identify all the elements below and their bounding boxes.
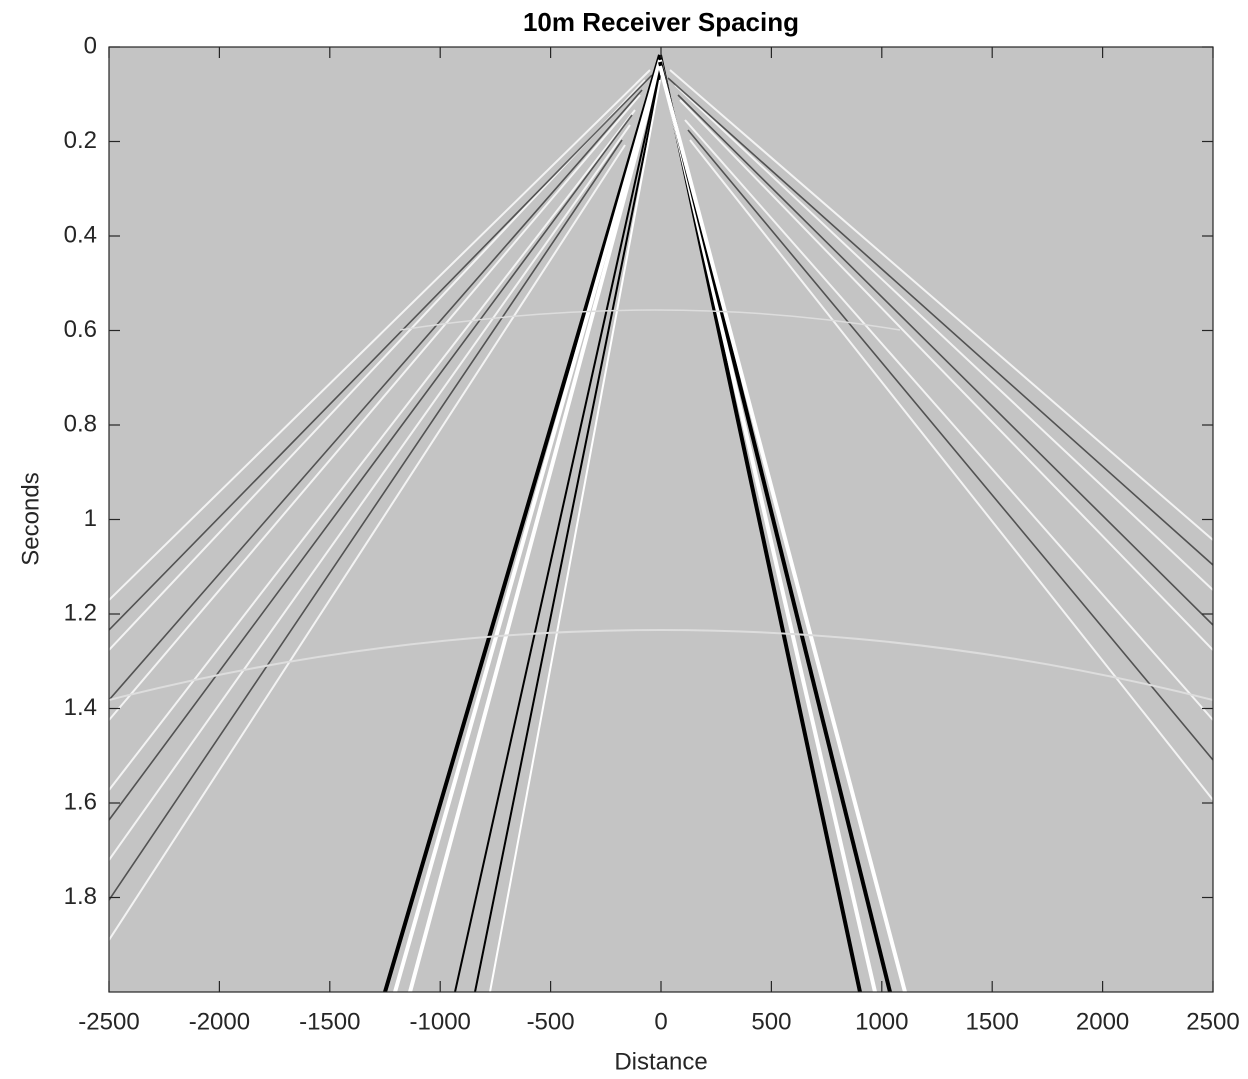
y-tick-label: 0.2 [64,127,97,154]
wavefield [109,54,1213,992]
x-axis-label: Distance [614,1048,707,1075]
y-tick-label: 1.2 [64,599,97,626]
y-tick-label: 0 [84,32,97,59]
x-tick-label: -500 [527,1008,575,1035]
x-tick-label: 0 [654,1008,667,1035]
x-tick-label: -1500 [299,1008,360,1035]
image-background [109,47,1213,992]
x-tick-label: -1000 [410,1008,471,1035]
y-tick-label: 0.8 [64,410,97,437]
chart-title: 10m Receiver Spacing [523,7,799,37]
y-axis-label: Seconds [17,472,44,565]
x-tick-label: -2000 [189,1008,250,1035]
x-tick-label: 2000 [1076,1008,1129,1035]
y-tick-label: 1.8 [64,883,97,910]
y-tick-label: 1 [84,505,97,532]
x-tick-label: 500 [751,1008,791,1035]
y-tick-label: 1.4 [64,694,97,721]
y-tick-label: 1.6 [64,788,97,815]
x-tick-label: 2500 [1186,1008,1239,1035]
y-tick-label: 0.6 [64,316,97,343]
y-tick-label: 0.4 [64,221,97,248]
x-tick-label: 1000 [855,1008,908,1035]
x-tick-label: 1500 [966,1008,1019,1035]
x-tick-label: -2500 [78,1008,139,1035]
